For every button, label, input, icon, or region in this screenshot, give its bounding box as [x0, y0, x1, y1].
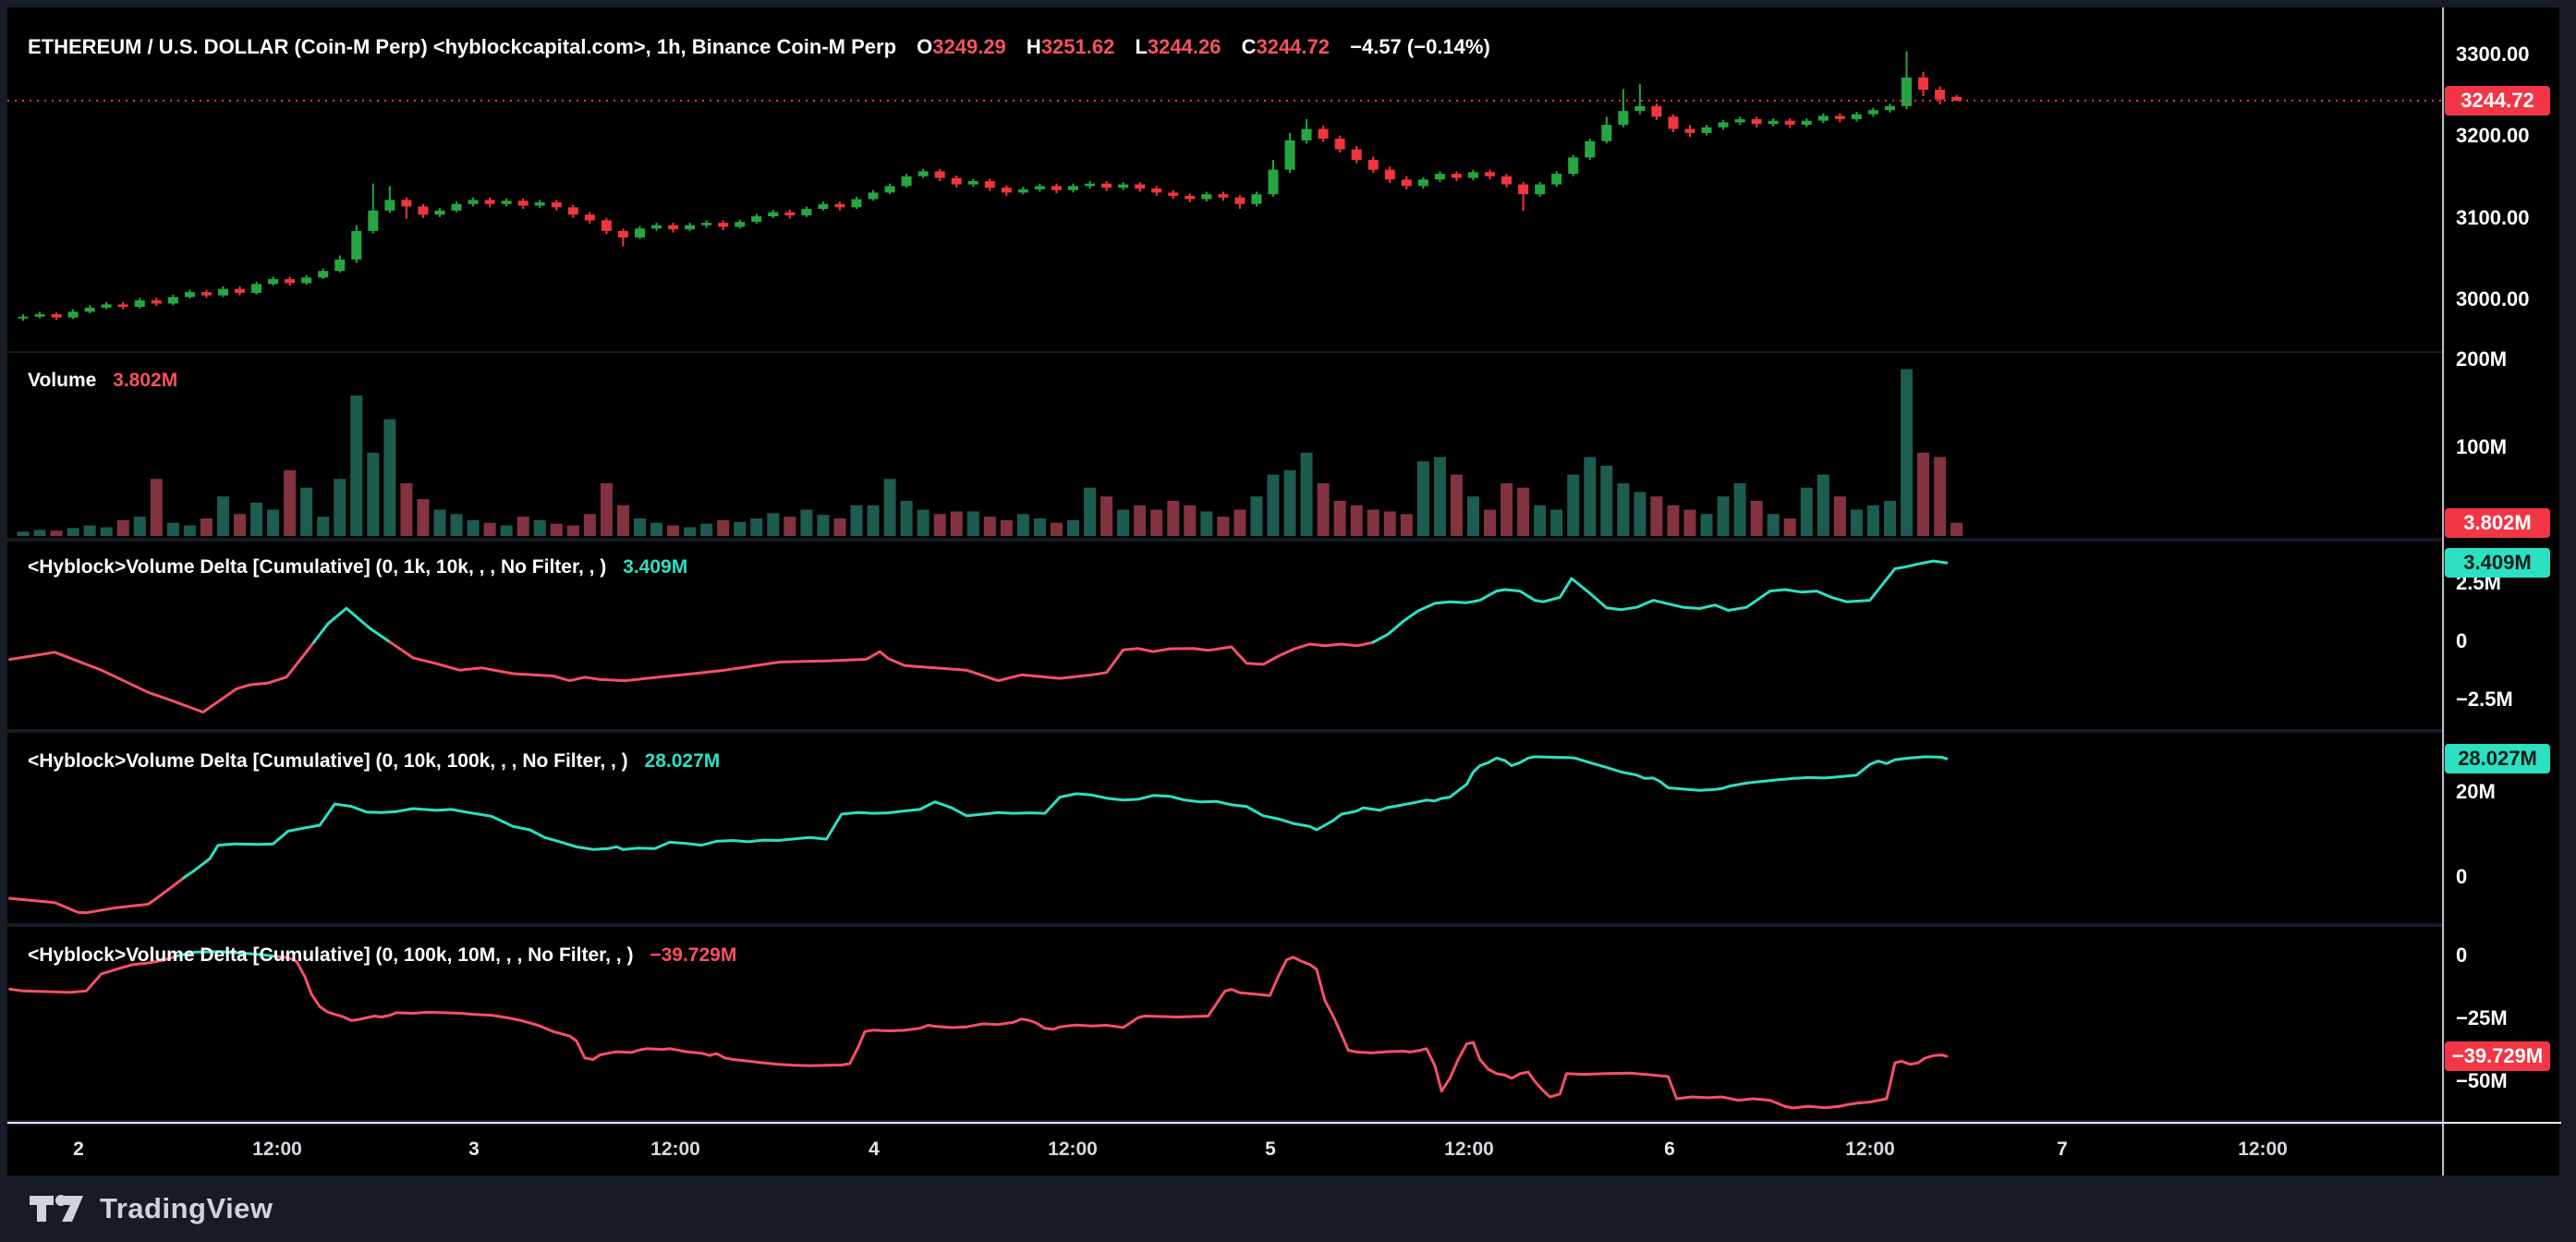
delta2-legend[interactable]: <Hyblock>Volume Delta [Cumulative] (0, 1…	[28, 750, 720, 773]
time-axis-label[interactable]: 6	[1664, 1138, 1675, 1160]
axis-tick-label: 0	[2456, 865, 2468, 888]
axis-tick-label: 200M	[2456, 347, 2508, 371]
volume-legend-label: Volume	[28, 370, 97, 391]
delta1-legend-value: 3.409M	[623, 556, 688, 578]
axis-tick-label: 0	[2456, 944, 2468, 967]
delta1-legend-label: <Hyblock>Volume Delta [Cumulative] (0, 1…	[28, 556, 607, 578]
delta2-legend-label: <Hyblock>Volume Delta [Cumulative] (0, 1…	[28, 750, 628, 772]
time-axis-label[interactable]: 12:00	[1845, 1138, 1895, 1160]
time-axis-label[interactable]: 12:00	[252, 1138, 302, 1160]
delta2-legend-value: 28.027M	[644, 750, 721, 772]
high-value: 3251.62	[1040, 35, 1115, 58]
symbol-title: ETHEREUM / U.S. DOLLAR (Coin-M Perp) <hy…	[28, 35, 897, 58]
axis-price-badge: 3.409M	[2445, 548, 2550, 578]
price-scale-column[interactable]	[2445, 7, 2559, 1175]
axis-price-badge: −39.729M	[2445, 1041, 2550, 1072]
low-label: L	[1135, 35, 1148, 58]
delta3-legend[interactable]: <Hyblock>Volume Delta [Cumulative] (0, 1…	[28, 944, 736, 967]
symbol-legend[interactable]: ETHEREUM / U.S. DOLLAR (Coin-M Perp) <hy…	[28, 35, 1490, 59]
axis-tick-label: 20M	[2456, 780, 2496, 803]
axis-tick-label: −50M	[2456, 1069, 2508, 1092]
footer-bar: TradingView	[0, 1175, 2576, 1242]
volume-legend[interactable]: Volume 3.802M	[28, 370, 177, 392]
delta3-legend-label: <Hyblock>Volume Delta [Cumulative] (0, 1…	[28, 944, 634, 966]
time-axis-label[interactable]: 3	[468, 1138, 480, 1160]
close-value: 3244.72	[1256, 35, 1330, 58]
price-scale-divider	[2442, 7, 2444, 1175]
volume-legend-value: 3.802M	[113, 370, 178, 391]
axis-tick-label: 3000.00	[2456, 287, 2530, 310]
time-axis-label[interactable]: 7	[2057, 1138, 2068, 1160]
delta1-legend[interactable]: <Hyblock>Volume Delta [Cumulative] (0, 1…	[28, 556, 687, 578]
time-axis-label[interactable]: 12:00	[1048, 1138, 1098, 1160]
delta3-legend-value: −39.729M	[650, 944, 737, 966]
open-value: 3249.29	[932, 35, 1006, 58]
axis-tick-label: −25M	[2456, 1006, 2508, 1029]
axis-price-badge: 3.802M	[2445, 508, 2550, 538]
axis-price-badge: 3244.72	[2445, 85, 2550, 116]
axis-tick-label: 100M	[2456, 435, 2508, 458]
time-axis-label[interactable]: 12:00	[650, 1138, 700, 1160]
change-value: −4.57 (−0.14%)	[1350, 35, 1490, 58]
time-axis-label[interactable]: 12:00	[2238, 1138, 2288, 1160]
close-label: C	[1241, 35, 1257, 58]
time-axis-divider	[7, 1122, 2561, 1124]
open-label: O	[917, 35, 933, 58]
time-axis-label[interactable]: 2	[73, 1138, 84, 1160]
axis-tick-label: −2.5M	[2456, 688, 2513, 711]
axis-price-badge: 28.027M	[2445, 744, 2550, 774]
axis-tick-label: 3200.00	[2456, 124, 2530, 148]
axis-tick-label: 3100.00	[2456, 205, 2530, 229]
tradingview-logo-icon[interactable]	[28, 1188, 87, 1229]
low-value: 3244.26	[1147, 35, 1221, 58]
time-axis-label[interactable]: 5	[1265, 1138, 1276, 1160]
delta-pane-1k-10k[interactable]	[7, 542, 2443, 729]
high-label: H	[1026, 35, 1041, 58]
axis-tick-label: 3300.00	[2456, 43, 2530, 66]
time-axis-area[interactable]	[7, 1126, 2443, 1175]
volume-pane[interactable]	[7, 353, 2443, 538]
price-pane[interactable]	[7, 7, 2443, 351]
time-axis-label[interactable]: 4	[869, 1138, 880, 1160]
tradingview-brand-text[interactable]: TradingView	[100, 1192, 273, 1224]
time-axis-label[interactable]: 12:00	[1444, 1138, 1494, 1160]
axis-tick-label: 0	[2456, 629, 2468, 652]
